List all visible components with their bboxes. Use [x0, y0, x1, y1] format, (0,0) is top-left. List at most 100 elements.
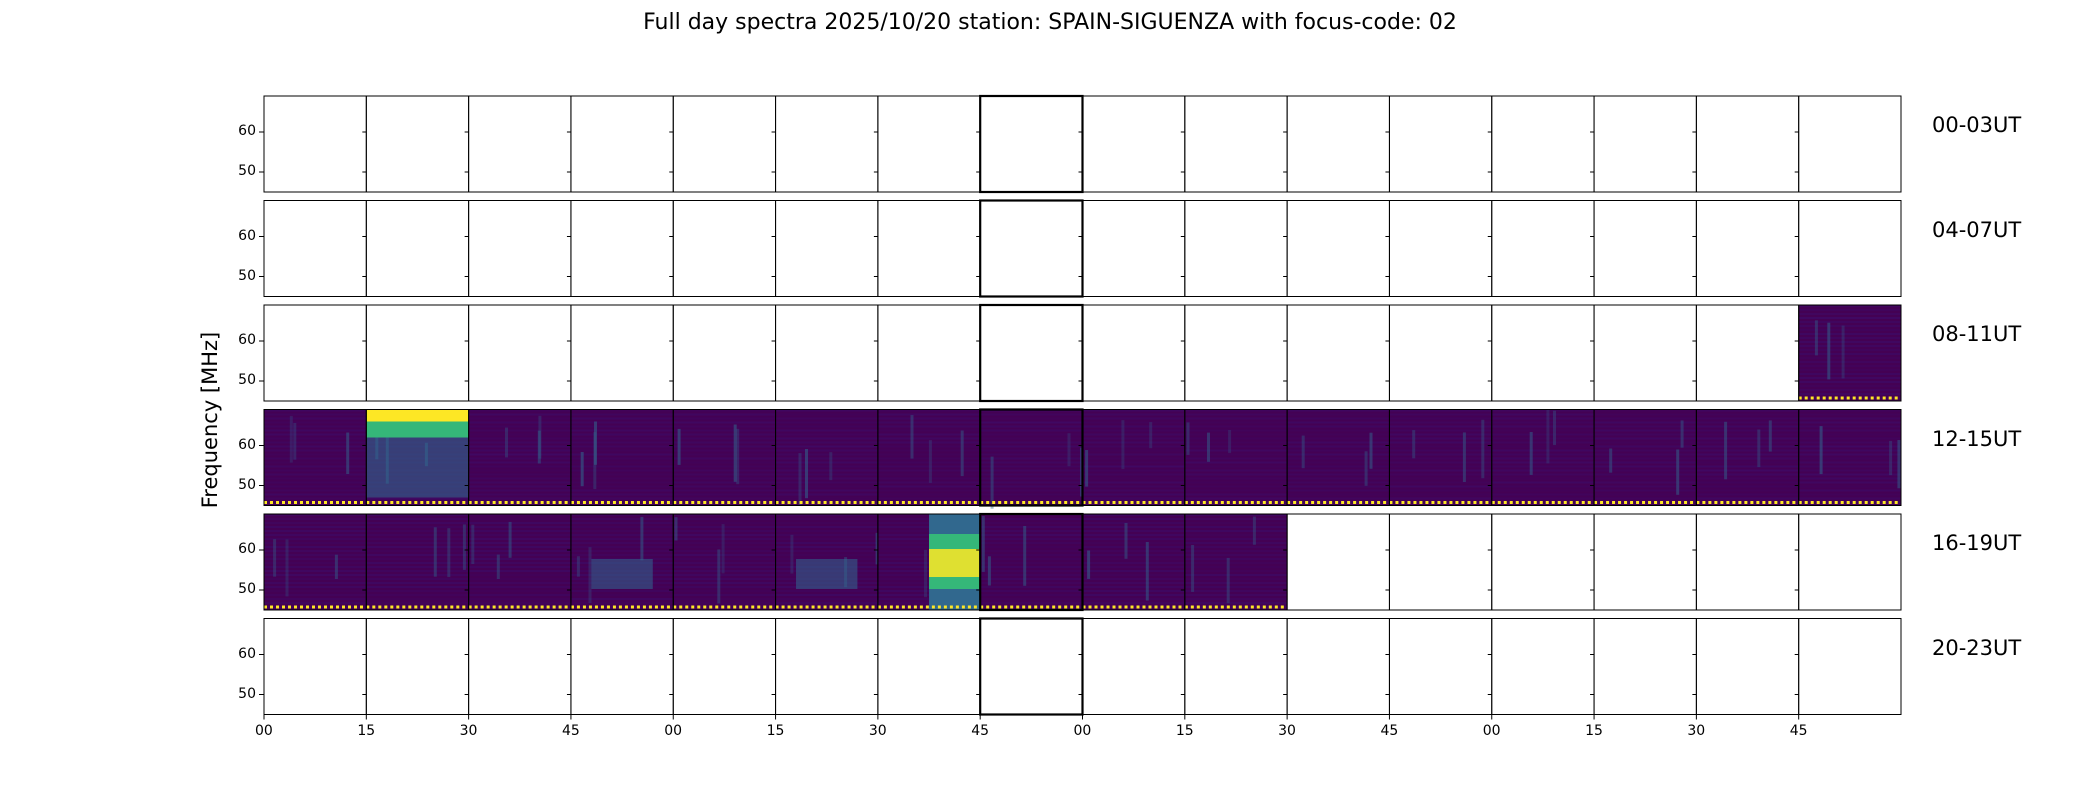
panel-frame	[1491, 304, 1595, 402]
spectrum-band	[877, 409, 981, 412]
spectrum-band	[1287, 421, 1390, 424]
spectrum-band	[264, 461, 367, 464]
spectrum-band	[877, 429, 981, 432]
spectrum-band	[1082, 518, 1185, 520]
panel-frame	[1798, 95, 1902, 193]
spectrum-band	[775, 409, 878, 412]
spectrum-band	[1082, 586, 1185, 588]
x-tick-label: 15	[766, 722, 785, 739]
y-tick-label: 50	[238, 372, 256, 388]
panel-frame	[1491, 200, 1595, 297]
spectrum-band	[264, 574, 367, 576]
spectrum-feature	[1301, 435, 1305, 469]
spectrum-band	[775, 449, 878, 452]
spectrum-band	[980, 574, 1083, 576]
spectrum-feature	[433, 527, 437, 577]
spectrum-band	[264, 562, 367, 564]
spectrum-band	[980, 493, 1083, 496]
y-tick-label: 50	[238, 476, 256, 493]
spectrum-band	[468, 489, 571, 492]
spectrum-band	[673, 582, 776, 584]
spectrum-band	[1389, 469, 1492, 472]
spectrum-band	[264, 497, 367, 500]
spectrum-band	[1491, 429, 1595, 432]
spectrum-band	[1184, 413, 1288, 416]
spectrum-band	[673, 437, 776, 440]
spectrum-band	[1184, 598, 1288, 600]
spectrum-band	[980, 558, 1083, 560]
spectrum-panel	[877, 409, 981, 506]
spectrum-band	[1491, 449, 1595, 452]
spectrum-band	[1082, 425, 1185, 428]
spectrum-band	[980, 534, 1083, 536]
spectrum-band	[1082, 417, 1185, 420]
panel-frame	[1695, 304, 1800, 402]
spectrum-band	[366, 501, 469, 504]
spectrum-band	[877, 477, 981, 480]
panel-frame	[979, 303, 1084, 403]
spectrum-band	[1082, 606, 1185, 608]
spectrum-band	[264, 514, 367, 516]
spectrum-feature	[1529, 432, 1533, 475]
spectrum-band	[775, 437, 878, 440]
spectrum-band	[980, 526, 1083, 528]
spectrum-band	[468, 586, 571, 588]
spectrum-band	[468, 437, 571, 440]
spectrum-band	[1798, 341, 1901, 343]
spectrum-band	[673, 477, 776, 480]
panel-frame	[1184, 95, 1288, 193]
spectrum-band	[775, 493, 878, 496]
spectrum-band	[1491, 417, 1595, 420]
spectrum-band	[468, 590, 571, 592]
y-tick-label: 60	[238, 436, 256, 453]
spectrum-band	[1798, 317, 1901, 319]
spectrum-band	[1491, 433, 1595, 436]
spectrum-band	[1082, 562, 1185, 564]
spectrum-band	[366, 522, 469, 524]
panel-frame	[775, 200, 879, 297]
spectrum-band	[980, 477, 1083, 480]
spectrum-band	[1082, 445, 1185, 448]
spectrum-band	[1287, 425, 1390, 428]
spectrum-panel	[1082, 514, 1185, 610]
spectrum-band	[1082, 550, 1185, 552]
x-tick-label: 30	[1278, 722, 1296, 739]
panel-frame	[365, 200, 470, 297]
panel-frame	[1798, 513, 1902, 611]
spectrum-band	[1798, 501, 1901, 504]
panel-frame	[979, 617, 1084, 716]
spectrum-band	[366, 538, 469, 540]
spectrum-band	[1287, 429, 1390, 432]
spectrum-band	[468, 538, 571, 540]
spectrum-band	[980, 562, 1083, 564]
spectrum-band	[1184, 570, 1288, 572]
spectrum-band	[264, 465, 367, 468]
spectrum-band	[775, 598, 878, 600]
spectrum-band	[1184, 522, 1288, 524]
spectrum-band	[1287, 465, 1390, 468]
spectrum-band	[1798, 481, 1901, 484]
spectrum-band	[1287, 445, 1390, 448]
spectrum-band	[468, 425, 571, 428]
panel-frame	[672, 95, 777, 193]
spectrum-band	[980, 465, 1083, 468]
spectrum-band	[673, 465, 776, 468]
spectrum-band	[1696, 497, 1799, 500]
spectrum-band	[1696, 453, 1799, 456]
spectrum-band	[877, 485, 981, 488]
spectrum-band	[673, 433, 776, 436]
spectrum-band	[570, 518, 674, 520]
spectrum-panel	[775, 409, 878, 506]
spectrum-band	[366, 530, 469, 532]
spectrum-band	[570, 493, 674, 496]
spectrum-band	[775, 421, 878, 424]
spectrum-band	[264, 493, 367, 496]
panel-frame	[1798, 200, 1902, 297]
row-time-label: 08-11UT	[1932, 322, 2022, 346]
spectrum-band	[366, 598, 469, 600]
panel-frame	[1695, 95, 1800, 193]
spectrum-feature	[1680, 420, 1684, 448]
spectrum-band	[1389, 433, 1492, 436]
spectrum-band	[980, 501, 1083, 504]
